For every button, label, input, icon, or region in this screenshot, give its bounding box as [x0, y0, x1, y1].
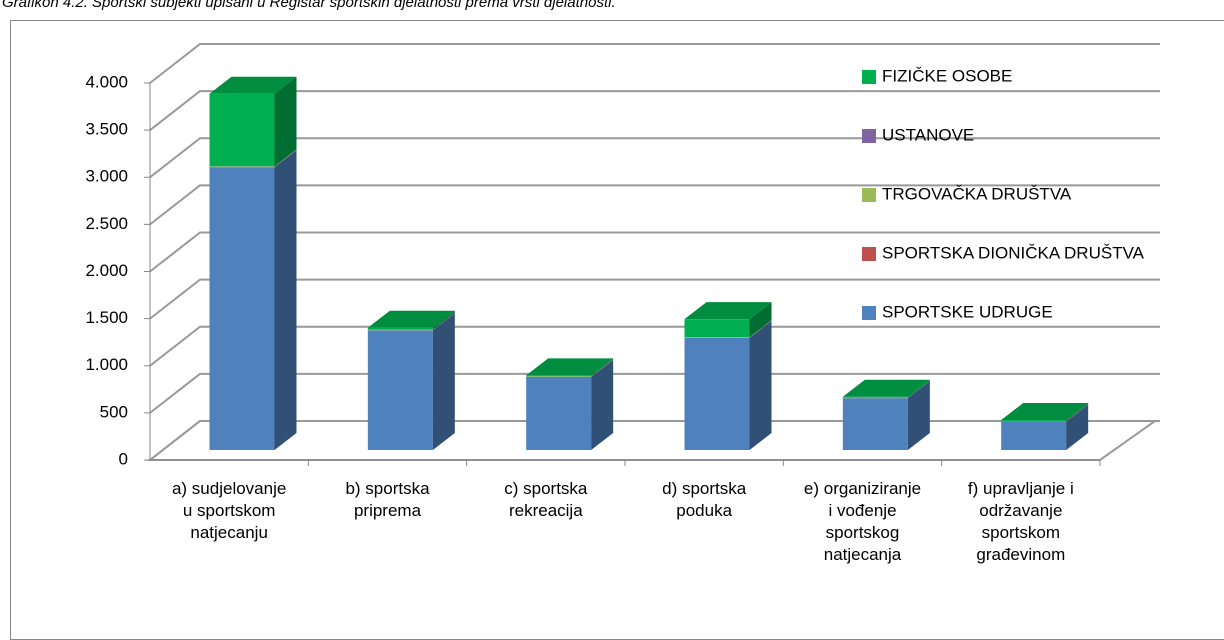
legend-swatch [862, 247, 876, 261]
y-tick-label: 500 [100, 402, 128, 421]
bar-side [750, 321, 772, 450]
legend-swatch [862, 306, 876, 320]
bar-segment [1001, 420, 1066, 421]
y-tick-label: 1.000 [85, 355, 128, 374]
legend-label: FIZIČKE OSOBE [882, 66, 1012, 85]
y-tick-label: 3.500 [85, 120, 128, 139]
bar-segment [843, 398, 908, 450]
legend-label: SPORTSKA DIONIČKA DRUŠTVA [882, 243, 1145, 262]
grid-line [150, 327, 1160, 366]
y-tick-label: 4.000 [85, 72, 128, 91]
bar-segment [685, 338, 750, 450]
legend-label: SPORTSKE UDRUGE [882, 302, 1053, 321]
legend-label: TRGOVAČKA DRUŠTVA [882, 184, 1072, 203]
x-tick-label: a) sudjelovanje u sportskom natjecanju [167, 478, 291, 544]
legend-swatch [862, 70, 876, 84]
x-tick-label: d) sportska poduka [642, 478, 766, 522]
bar-segment [526, 377, 591, 450]
legend-swatch [862, 188, 876, 202]
grid-line [150, 138, 1160, 177]
bar-segment [210, 94, 275, 167]
bar-segment [210, 167, 275, 450]
x-tick-label: f) upravljanje i održavanje sportskom gr… [959, 478, 1083, 566]
legend-label: USTANOVE [882, 125, 974, 144]
grid-line [150, 374, 1160, 413]
x-tick-label: c) sportska rekreacija [484, 478, 608, 522]
bar-side [433, 313, 455, 450]
bar-segment [685, 319, 750, 337]
grid-line [150, 91, 1160, 130]
x-tick-label: b) sportska priprema [326, 478, 450, 522]
bar-segment [843, 397, 908, 398]
x-tick-label: e) organiziranje i vođenje sportskog nat… [801, 478, 925, 566]
y-tick-label: 0 [119, 449, 128, 468]
y-tick-label: 3.000 [85, 167, 128, 186]
bar-side [275, 150, 297, 450]
y-tick-label: 2.500 [85, 214, 128, 233]
legend-swatch [862, 129, 876, 143]
y-tick-label: 1.500 [85, 308, 128, 327]
bar-segment [368, 328, 433, 330]
y-tick-label: 2.000 [85, 261, 128, 280]
bar-segment [368, 330, 433, 450]
bar-segment [1001, 422, 1066, 450]
bar-segment [526, 375, 591, 376]
